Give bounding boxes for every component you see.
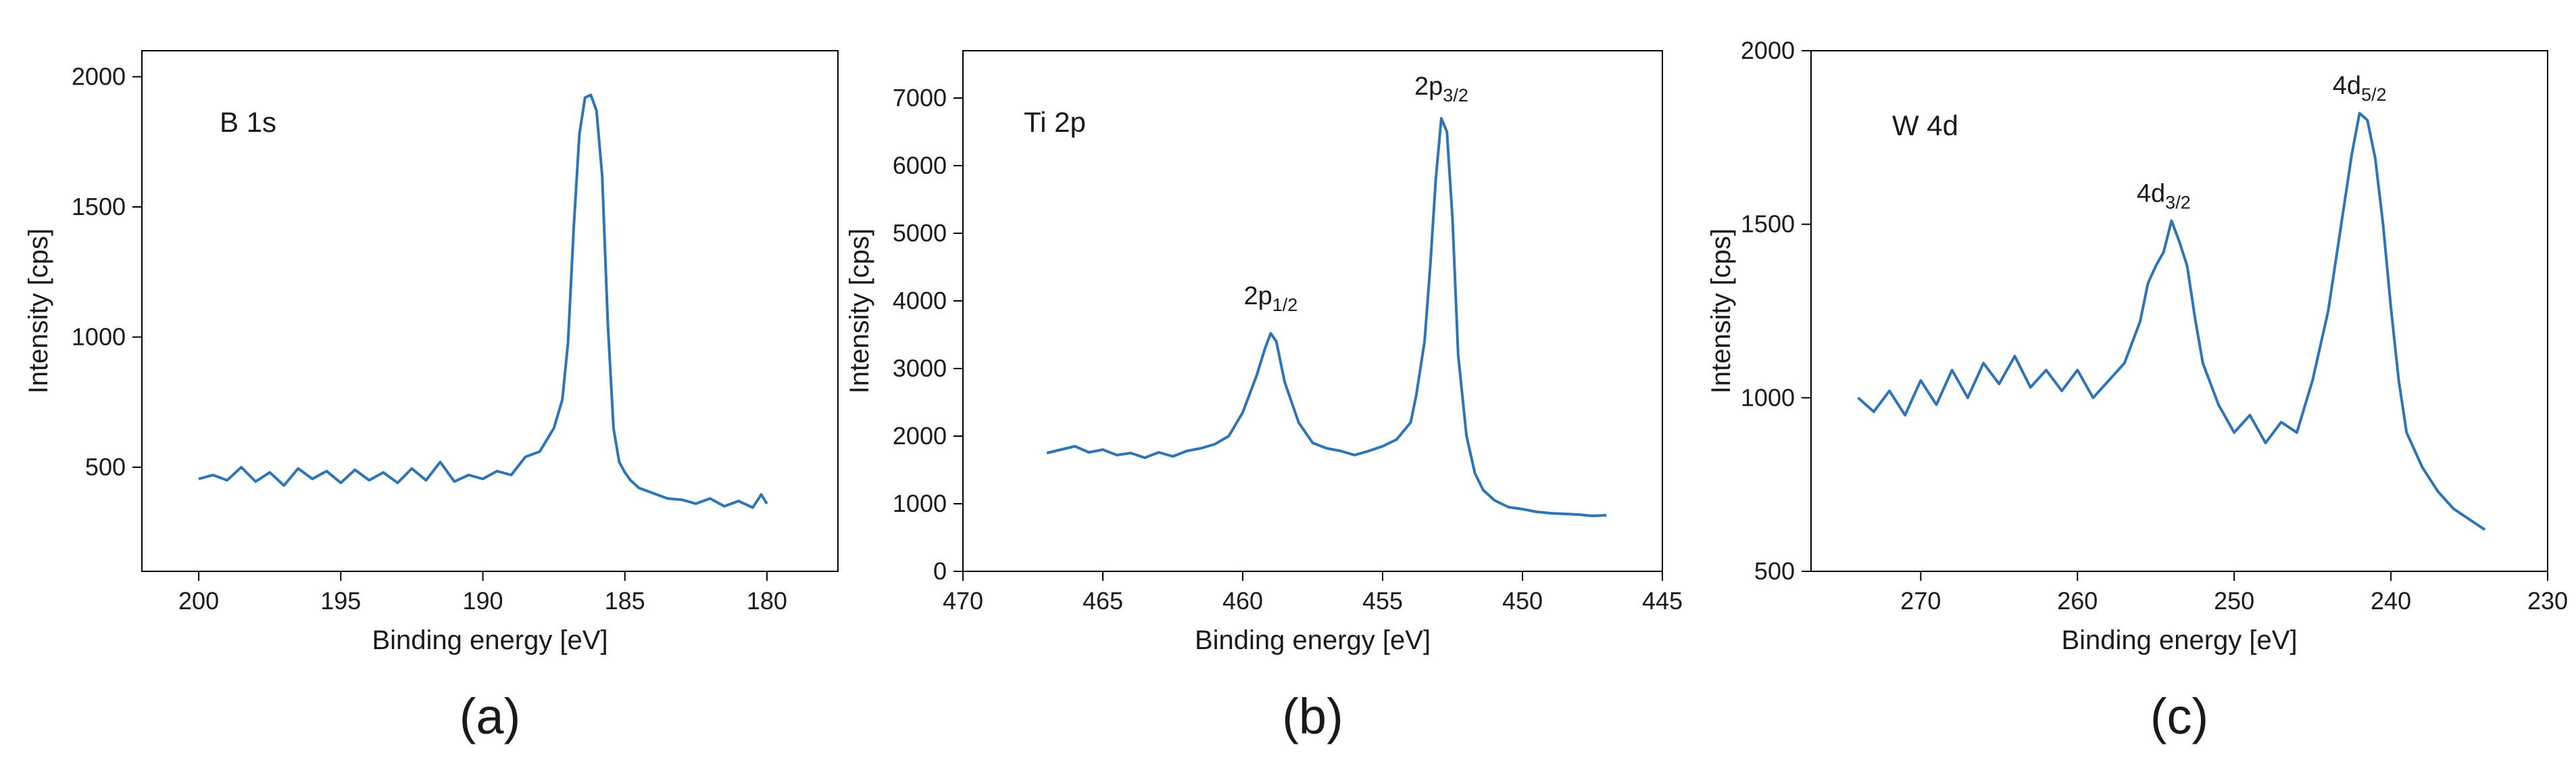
panel-c: 270 260 250 240 230 500 1000 1500 2000 Binding en…: [1706, 37, 2568, 744]
x-tick-label: 470: [943, 587, 983, 615]
y-tick-label: 1500: [1741, 210, 1795, 238]
y-tick-label: 1000: [1741, 383, 1795, 411]
x-tick-label: 190: [462, 587, 503, 615]
peak-annotation-subscript: 3/2: [2165, 192, 2191, 212]
panel-a: 200 195 190 185 180 500 1000 1500 2000 Binding en…: [24, 50, 839, 744]
y-tick-label: 6000: [893, 151, 947, 179]
peak-annotation-main: 2p: [1243, 282, 1272, 310]
panel-label: Ti 2p: [1024, 106, 1086, 138]
y-tick-label: 4000: [893, 287, 947, 314]
peak-annotation-subscript: 3/2: [1443, 85, 1468, 105]
x-tick-label: 250: [2214, 587, 2254, 615]
x-tick-label: 230: [2527, 587, 2568, 615]
peak-annotation-main: 2p: [1414, 72, 1443, 101]
y-tick-label: 2000: [893, 422, 947, 450]
y-axis-title: Intensity [cps]: [845, 229, 874, 394]
y-tick-label: 1000: [893, 490, 947, 517]
panel-caption: (a): [460, 688, 520, 744]
x-axis-title: Binding energy [eV]: [1195, 625, 1431, 655]
y-tick-label: 3000: [893, 354, 947, 382]
x-tick-label: 450: [1502, 587, 1543, 615]
x-tick-label: 240: [2371, 587, 2411, 615]
peak-annotation: 4d5/2: [2333, 72, 2387, 105]
plot-frame: [141, 50, 839, 572]
peak-annotation-subscript: 1/2: [1272, 295, 1298, 315]
peak-annotation: 2p1/2: [1243, 282, 1297, 315]
x-tick-label: 465: [1083, 587, 1123, 615]
series-line: [1046, 117, 1607, 517]
peak-annotation: 2p3/2: [1414, 72, 1468, 105]
peak-annotation-subscript: 5/2: [2361, 85, 2387, 105]
panel-label: B 1s: [220, 106, 276, 138]
x-tick-label: 180: [747, 587, 787, 615]
y-tick-label: 2000: [72, 63, 126, 91]
x-axis-title: Binding energy [eV]: [372, 625, 608, 655]
y-tick-label: 500: [1754, 557, 1795, 585]
series-line: [198, 93, 768, 509]
panel-caption: (c): [2150, 688, 2208, 744]
plot-frame: [962, 50, 1663, 572]
y-tick-label: 1500: [72, 193, 126, 220]
y-tick-label: 7000: [893, 84, 947, 112]
plot-frame: [1810, 50, 2548, 572]
y-tick-label: 5000: [893, 219, 947, 247]
x-tick-label: 445: [1642, 587, 1683, 615]
peak-annotation-main: 4d: [2137, 179, 2165, 208]
y-tick-label: 1000: [72, 323, 126, 351]
x-tick-label: 260: [2057, 587, 2098, 615]
y-tick-label: 0: [933, 557, 947, 585]
x-tick-label: 195: [320, 587, 361, 615]
x-tick-label: 270: [1900, 587, 1941, 615]
y-tick-label: 2000: [1741, 37, 1795, 64]
x-tick-label: 455: [1362, 587, 1403, 615]
panel-b: 470 465 460 455 450 445 0 1000 2000 3000 4000 5000 6…: [845, 50, 1683, 744]
panel-caption: (b): [1282, 688, 1343, 744]
x-tick-label: 200: [178, 587, 219, 615]
peak-annotation: 4d3/2: [2137, 179, 2191, 212]
y-axis-title: Intensity [cps]: [1706, 229, 1736, 394]
y-axis-title: Intensity [cps]: [24, 229, 53, 394]
series-line: [1857, 112, 2486, 531]
x-tick-label: 460: [1222, 587, 1263, 615]
y-tick-label: 500: [85, 453, 126, 481]
x-tick-label: 185: [605, 587, 645, 615]
peak-annotation-main: 4d: [2333, 72, 2361, 100]
x-axis-title: Binding energy [eV]: [2061, 625, 2297, 655]
panel-label: W 4d: [1892, 110, 1958, 141]
